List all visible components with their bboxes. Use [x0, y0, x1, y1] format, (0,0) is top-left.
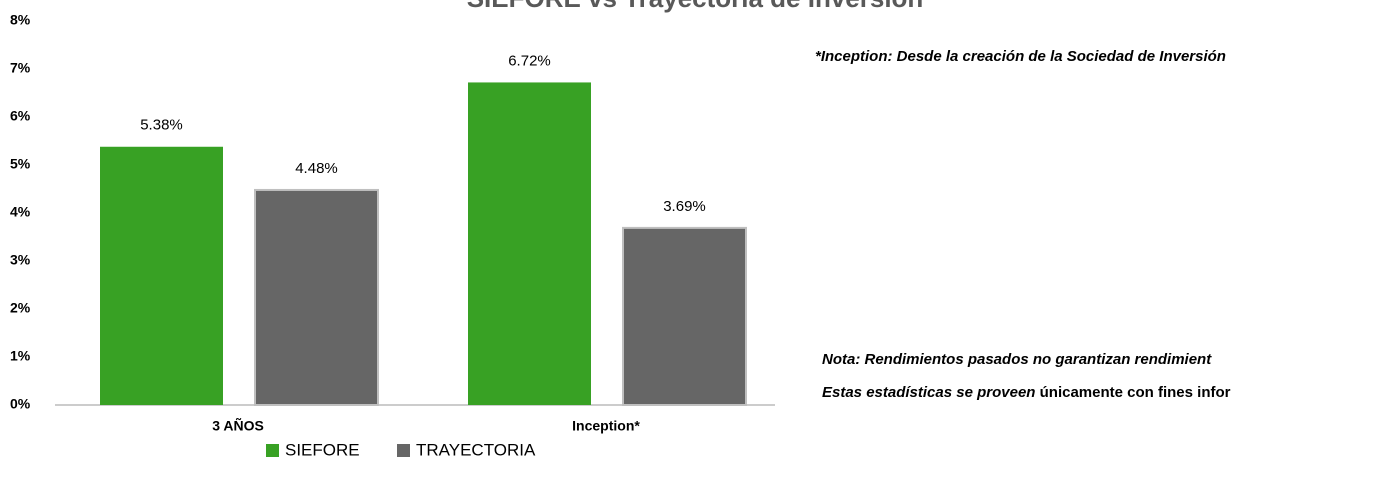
annotation: únicamente con fines infor	[1040, 384, 1231, 401]
y-tick-label: 7%	[10, 60, 31, 76]
x-tick-label: 3 AÑOS	[212, 417, 264, 434]
legend-swatch	[266, 444, 279, 457]
y-tick-label: 4%	[10, 204, 31, 220]
y-tick-label: 1%	[10, 348, 31, 364]
annotation: *Inception: Desde la creación de la Soci…	[815, 48, 1226, 65]
y-tick-label: 2%	[10, 300, 31, 316]
bar	[622, 226, 747, 406]
annotation: Estas estadísticas se proveen	[822, 384, 1035, 401]
x-tick-label: Inception*	[572, 418, 640, 434]
chart-title: SIEFORE vs Trayectoria de Inversión	[467, 0, 924, 13]
data-label: 5.38%	[140, 117, 183, 134]
annotation: Estas estadísticas se proveen únicamente…	[822, 384, 1231, 401]
y-tick-label: 5%	[10, 156, 31, 172]
legend-label: TRAYECTORIA	[416, 440, 536, 459]
y-tick-label: 0%	[10, 396, 31, 412]
bar	[254, 188, 379, 406]
data-label: 4.48%	[295, 160, 338, 177]
y-tick-label: 8%	[10, 12, 31, 28]
y-tick-label: 6%	[10, 108, 31, 124]
bar	[100, 146, 223, 405]
legend-label: SIEFORE	[285, 440, 360, 459]
bar	[468, 82, 591, 405]
annotation: Nota: Rendimientos pasados no garantizan…	[822, 351, 1212, 368]
data-label: 6.72%	[508, 52, 551, 69]
legend-swatch	[397, 444, 410, 457]
data-label: 3.69%	[663, 198, 706, 215]
y-tick-label: 3%	[10, 252, 31, 268]
